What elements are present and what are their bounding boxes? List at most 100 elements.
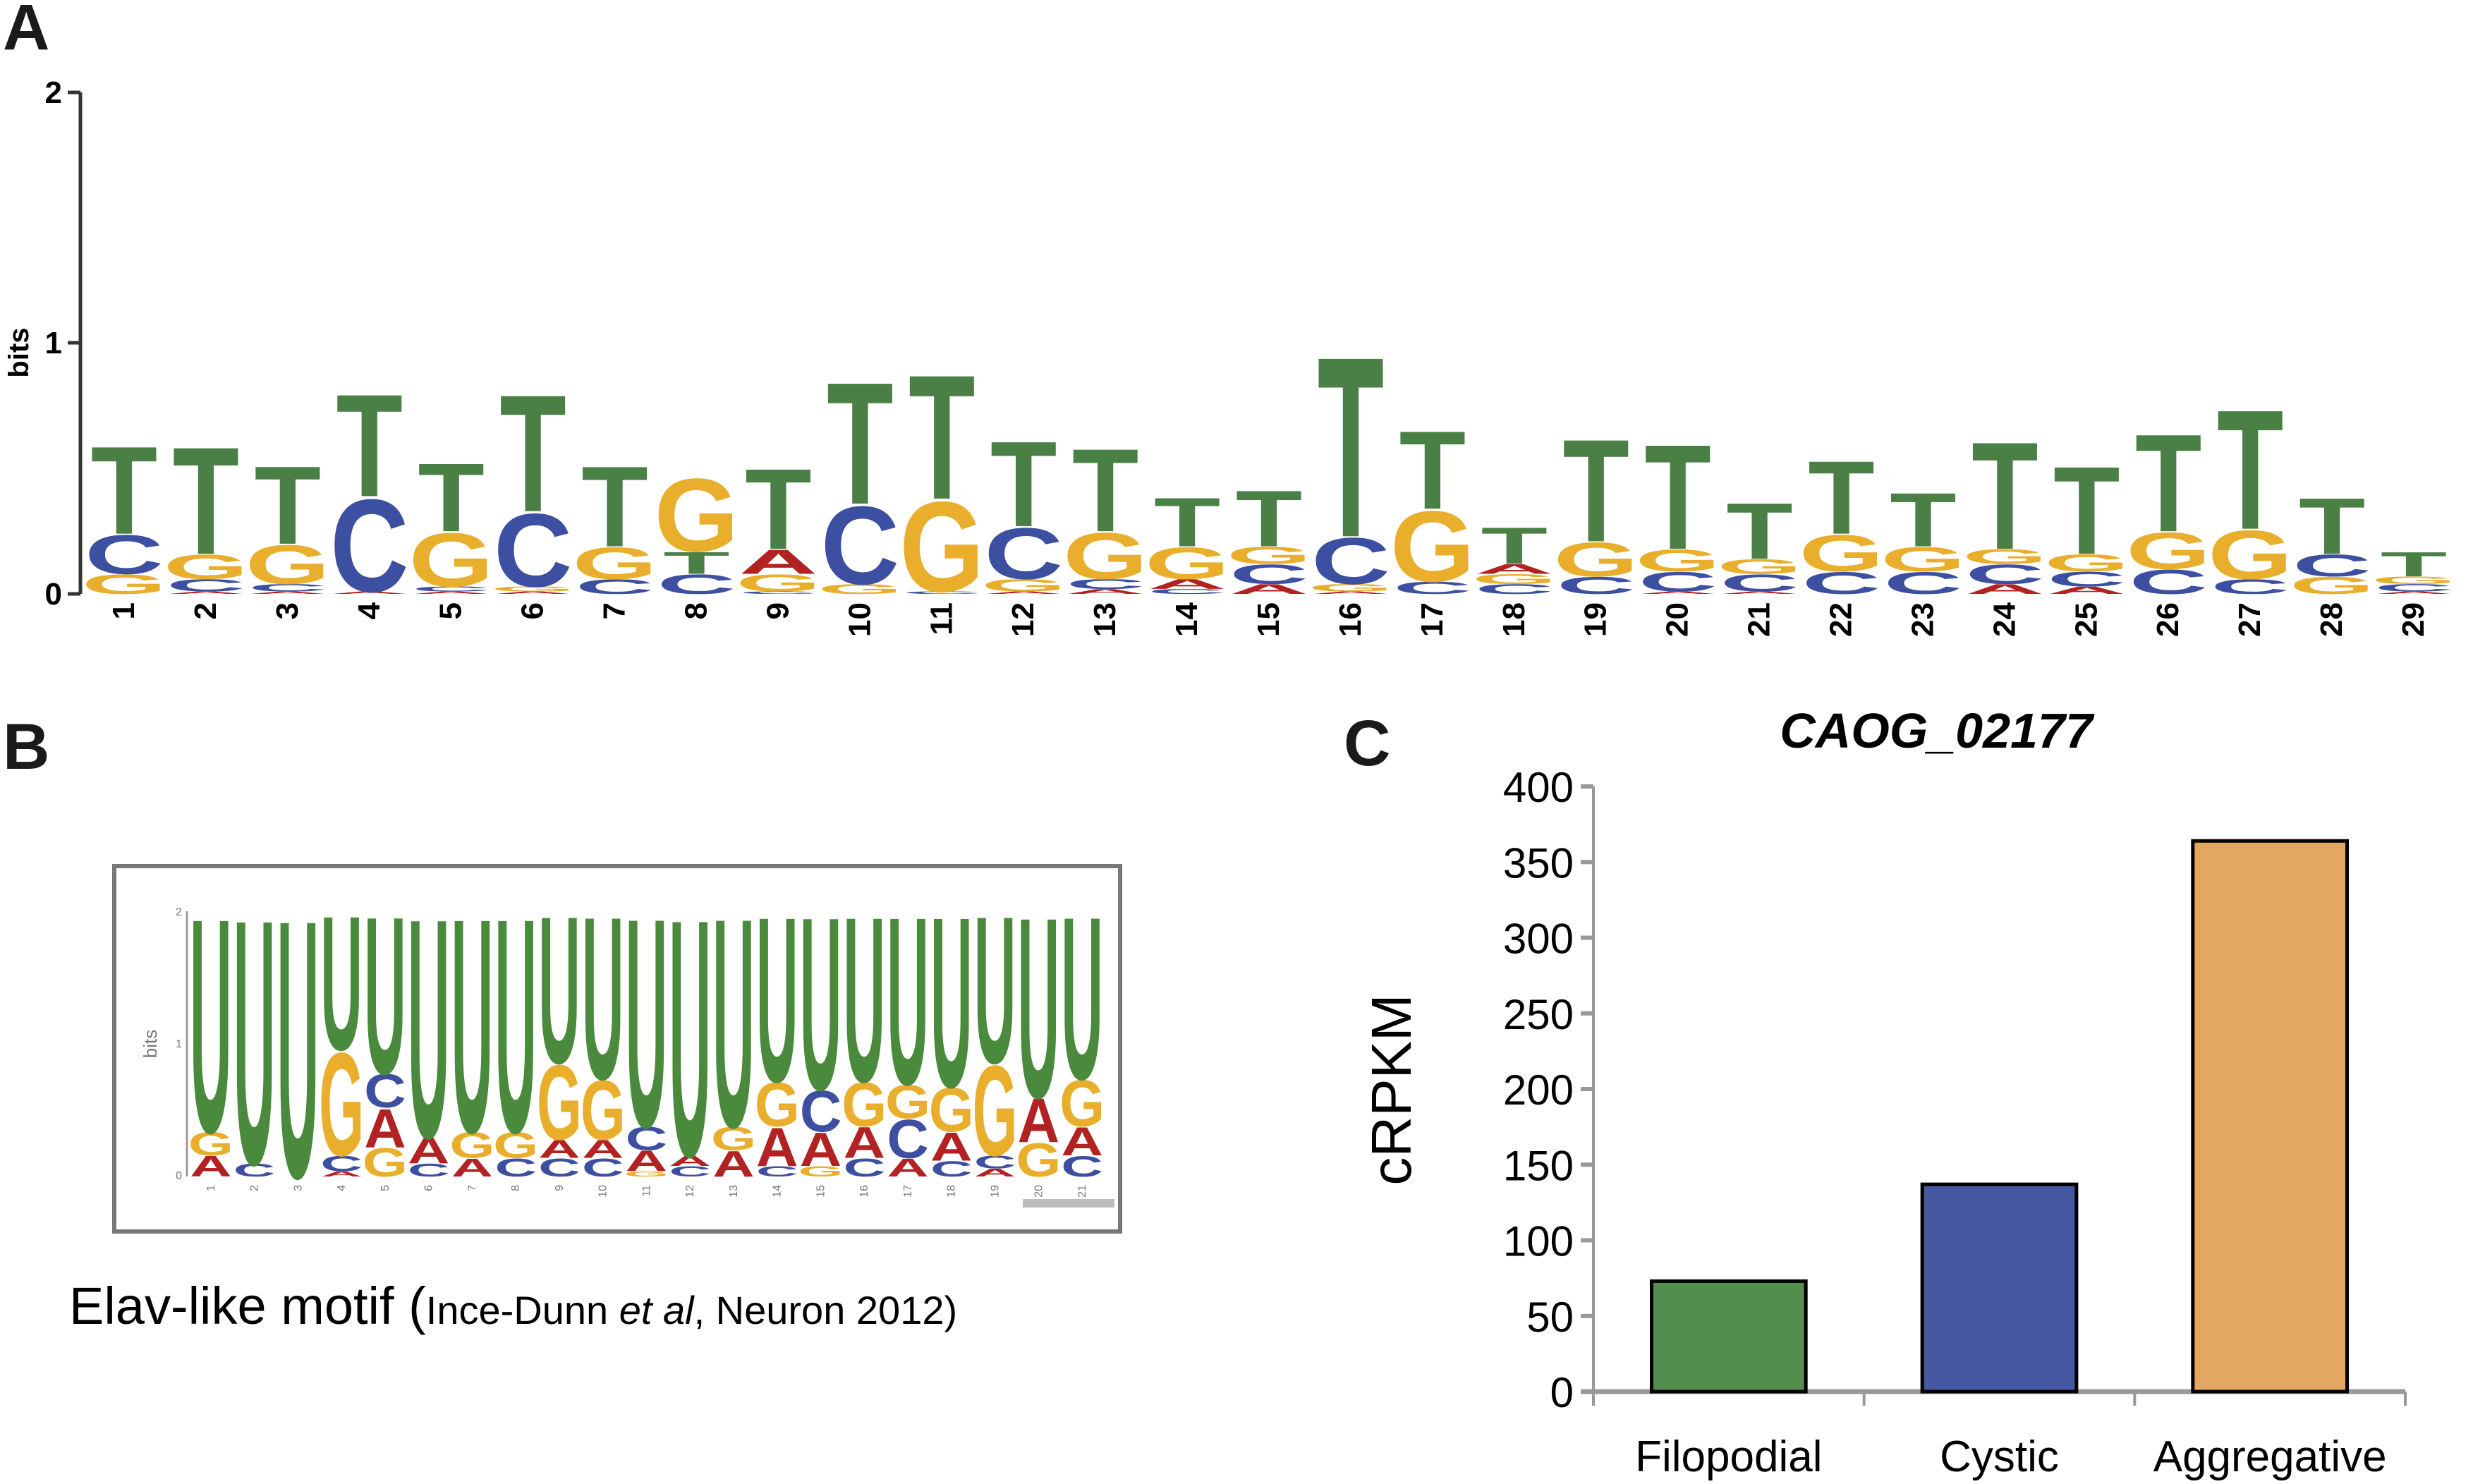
position-label: 9 bbox=[760, 602, 795, 619]
logo-letter-g: G bbox=[885, 1075, 930, 1129]
logo-letter-a: A bbox=[408, 1130, 449, 1171]
position-label: 4 bbox=[352, 602, 387, 619]
position-label: 24 bbox=[1987, 602, 2022, 636]
logo-letter-u: U bbox=[320, 875, 362, 1090]
position-label: 2 bbox=[188, 602, 223, 619]
panel-b-label: B bbox=[3, 711, 49, 783]
logo-letter-g: G bbox=[491, 585, 576, 593]
logo-letter-c: C bbox=[2211, 575, 2290, 598]
logo-letter-a: A bbox=[2374, 591, 2453, 595]
logo-letter-c: C bbox=[1966, 559, 2045, 590]
caption-main: Elav-like motif ( bbox=[69, 1277, 426, 1335]
c-ytick-label: 250 bbox=[1503, 991, 1574, 1038]
logo-letter-c: C bbox=[1229, 559, 1308, 590]
position-label: 16 bbox=[1333, 602, 1368, 637]
logo-letter-t: T bbox=[1072, 425, 1138, 556]
panel-b-y-axis-title: bits bbox=[140, 1030, 161, 1058]
position-label: 5 bbox=[434, 602, 468, 619]
logo-letter-a: A bbox=[2047, 585, 2126, 596]
logo-letter-c: C bbox=[1557, 572, 1636, 600]
logo-letter-u: U bbox=[712, 856, 754, 1189]
logo-letter-g: G bbox=[1059, 1066, 1105, 1140]
logo-letter-t: T bbox=[1563, 408, 1629, 572]
logo-letter-g: G bbox=[409, 518, 494, 603]
logo-letter-c: C bbox=[974, 1152, 1016, 1172]
logo-letter-g: G bbox=[1016, 1133, 1061, 1187]
position-label: 28 bbox=[2314, 602, 2349, 637]
logo-letter-u: U bbox=[233, 847, 275, 1238]
logo-letter-g: G bbox=[973, 1040, 1018, 1184]
logo-letter-c: C bbox=[248, 582, 327, 593]
logo-letter-a: A bbox=[739, 542, 818, 581]
position-label: 18 bbox=[1497, 602, 1531, 637]
logo-letter-c: C bbox=[412, 585, 491, 593]
logo-letter-t: T bbox=[418, 444, 484, 553]
logo-letter-c: C bbox=[2047, 567, 2126, 590]
logo-letter-g: G bbox=[624, 1170, 669, 1179]
logo-letter-a: A bbox=[930, 1124, 972, 1169]
panel-a-sequence-logo: 2 1 0 bits GCT1ACGT2ACGT3ACT4ACGT5AGCT6C… bbox=[4, 75, 2456, 637]
logo-letter-a: A bbox=[582, 1135, 624, 1164]
logo-letter-c: C bbox=[1148, 588, 1227, 595]
position-label: 7 bbox=[597, 602, 632, 619]
logo-letter-g: G bbox=[493, 1125, 538, 1166]
logo-letter-g: G bbox=[1145, 538, 1229, 589]
logo-letter-g: G bbox=[798, 1163, 844, 1179]
panel-c-bars: Filopodial Cystic Aggregative bbox=[1635, 839, 2387, 1481]
panel-b-watermark bbox=[1023, 1199, 1114, 1208]
c-ytick-label: 50 bbox=[1526, 1294, 1574, 1341]
logo-letter-u: U bbox=[494, 856, 536, 1197]
logo-letter-g: G bbox=[245, 534, 330, 596]
logo-letter-g: G bbox=[818, 581, 902, 597]
logo-letter-c: C bbox=[1311, 524, 1390, 598]
logo-letter-c: C bbox=[85, 524, 164, 586]
position-label: 8 bbox=[510, 1185, 522, 1191]
logo-letter-t: T bbox=[173, 415, 239, 586]
logo-letter-t: T bbox=[581, 442, 648, 571]
position-label: 26 bbox=[2151, 602, 2185, 637]
logo-letter-g: G bbox=[654, 457, 739, 573]
logo-letter-u: U bbox=[930, 867, 972, 1138]
logo-letter-g: G bbox=[1063, 519, 1148, 593]
position-label: 18 bbox=[946, 1185, 958, 1198]
logo-letter-u: U bbox=[626, 856, 667, 1189]
c-ytick-label: 200 bbox=[1503, 1066, 1574, 1114]
logo-letter-a: A bbox=[1229, 581, 1308, 597]
logo-letter-g: G bbox=[1472, 571, 1557, 587]
logo-letter-g: G bbox=[841, 1070, 887, 1141]
logo-letter-c: C bbox=[1393, 578, 1472, 597]
logo-letter-g: G bbox=[1717, 555, 1801, 578]
logo-letter-t: T bbox=[336, 363, 403, 527]
logo-letter-a: A bbox=[712, 1143, 754, 1184]
logo-letter-t: T bbox=[1236, 473, 1302, 563]
logo-letter-c: C bbox=[408, 1160, 449, 1180]
c-ytick-label: 350 bbox=[1503, 839, 1574, 887]
caption-ref-b: , Neuron 2012) bbox=[694, 1288, 958, 1332]
logo-letter-g: G bbox=[899, 475, 984, 619]
logo-letter-u: U bbox=[538, 873, 580, 1108]
logo-letter-c: C bbox=[2129, 563, 2208, 602]
logo-letter-c: C bbox=[2292, 548, 2371, 583]
logo-letter-t: T bbox=[1318, 304, 1384, 592]
logo-letter-a: A bbox=[412, 591, 491, 595]
logo-letter-c: C bbox=[739, 591, 818, 595]
panel-b-ytick-label: 1 bbox=[176, 1038, 182, 1050]
position-label: 21 bbox=[1076, 1185, 1088, 1198]
position-label: 13 bbox=[728, 1185, 740, 1198]
logo-letter-u: U bbox=[451, 856, 493, 1197]
logo-letter-g: G bbox=[537, 1043, 582, 1162]
position-label: 19 bbox=[989, 1185, 1001, 1198]
logo-letter-g: G bbox=[82, 568, 166, 600]
logo-letter-t: T bbox=[1726, 486, 1792, 576]
logo-letter-t: T bbox=[499, 360, 566, 547]
position-label: 22 bbox=[1824, 602, 1859, 637]
position-label: 9 bbox=[554, 1185, 566, 1191]
position-label: 20 bbox=[1033, 1185, 1045, 1198]
panel-b-ytick-label: 0 bbox=[176, 1170, 182, 1182]
panel-a-logo-stacks: GCT1ACGT2ACGT3ACT4ACGT5AGCT6CGT7CTG8CGAT… bbox=[82, 304, 2456, 637]
panel-b-ytick-label: 2 bbox=[176, 906, 182, 918]
position-label: 5 bbox=[379, 1185, 391, 1191]
position-label: 10 bbox=[842, 602, 877, 637]
